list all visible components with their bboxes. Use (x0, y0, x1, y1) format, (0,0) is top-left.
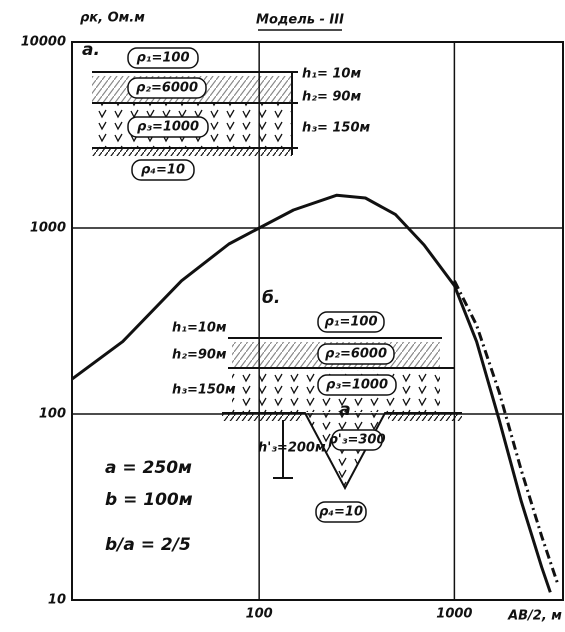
annotation: б. (262, 288, 280, 308)
x-tick-label: 100 (246, 607, 273, 622)
annotation: ρ₄=10 (141, 163, 185, 178)
chart: ρк, Ом.м Модель - III AB/2, м а. ρ₁=100 … (0, 0, 565, 632)
annotation: h'₃=200м (258, 441, 326, 456)
annotation: h₁= 10м (302, 67, 361, 82)
annotation: a = 250м (105, 458, 192, 478)
annotation: b/a = 2/5 (105, 535, 191, 555)
y-tick-label: 1000 (30, 221, 66, 236)
annotation: ρ₂=6000 (136, 81, 198, 96)
annotation: а. (82, 40, 100, 60)
y-tick-label: 10 (48, 593, 66, 608)
inset-a: а. ρ₁=100 ρ₂=6000 ρ₃=1000 ρ₄=10 h₁= 10м … (82, 40, 371, 180)
annotation: ρ₃=1000 (137, 120, 199, 135)
chart-title: Модель - III (256, 13, 344, 28)
annotation: ρ₂=6000 (325, 347, 387, 362)
annotation: h₃= 150м (302, 121, 371, 136)
inset-b: б. h₁=10м h₂=90м h₃=150м h'₃=200м ρ₁=100… (172, 288, 462, 522)
annotation: h₂= 90м (302, 90, 361, 105)
x-tick-label: 1000 (436, 607, 472, 622)
y-tick-label: 10000 (21, 35, 66, 50)
y-tick-label: 100 (39, 407, 66, 422)
annotation: h₃=150м (172, 383, 236, 398)
annotation: ρ₃=1000 (326, 378, 388, 393)
annotation: a (339, 400, 350, 420)
annotation: ρ₄=10 (319, 505, 363, 520)
annotation: ρ₁=100 (136, 51, 189, 66)
annotation: h₁=10м (172, 321, 227, 336)
annotation: ρ'₃=300 (328, 433, 385, 448)
annotation: b = 100м (105, 490, 193, 510)
x-axis-label: AB/2, м (507, 609, 562, 624)
annotation: ρ₁=100 (324, 315, 377, 330)
annotation: h₂=90м (172, 348, 227, 363)
y-axis-label: ρк, Ом.м (80, 11, 145, 26)
